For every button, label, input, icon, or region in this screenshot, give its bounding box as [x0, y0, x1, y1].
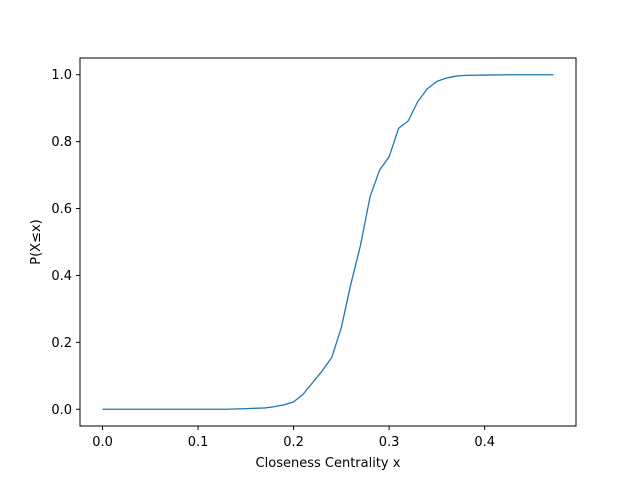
y-axis: 0.0 0.2 0.4 0.6 0.8 1.0 [51, 68, 80, 418]
y-tick-label: 0.4 [51, 269, 72, 284]
x-tick-label: 0.2 [283, 435, 304, 450]
plot-frame [79, 57, 577, 427]
cdf-line [102, 74, 554, 410]
x-tick-label: 0.1 [188, 435, 209, 450]
y-tick-label: 0.0 [51, 403, 72, 418]
y-tick-label: 0.2 [51, 336, 72, 351]
x-tick-label: 0.4 [474, 435, 495, 450]
y-tick-label: 1.0 [51, 68, 72, 83]
x-tick-label: 0.3 [379, 435, 400, 450]
y-tick-label: 0.6 [51, 202, 72, 217]
x-axis-label: Closeness Centrality x [256, 456, 401, 471]
y-tick-label: 0.8 [51, 135, 72, 150]
y-axis-label: P(X≤x) [29, 219, 44, 264]
x-axis: 0.0 0.1 0.2 0.3 0.4 [92, 426, 495, 450]
plot-content [102, 74, 554, 410]
x-tick-label: 0.0 [92, 435, 113, 450]
